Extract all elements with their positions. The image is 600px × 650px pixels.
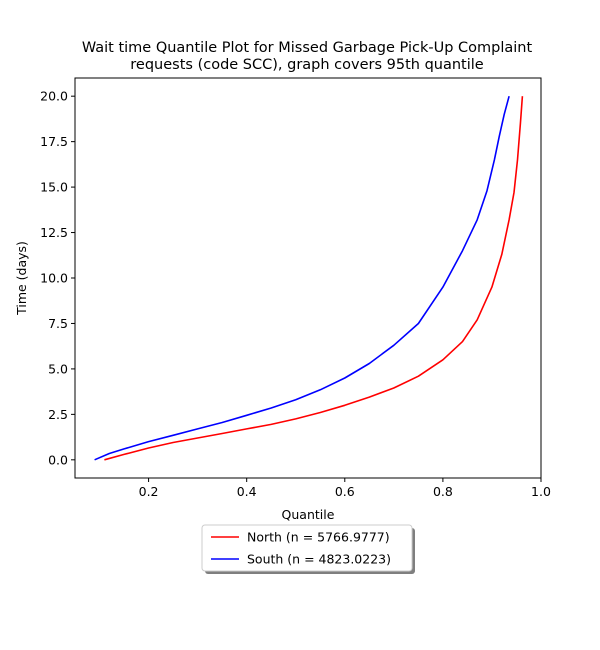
y-axis: 0.0 2.5 5.0 7.5 10.0 12.5 15.0 17.5 20.0 — [40, 89, 75, 467]
y-tick-label: 20.0 — [40, 89, 68, 104]
x-tick-label: 0.8 — [433, 484, 453, 499]
y-axis-label: Time (days) — [14, 241, 29, 316]
legend-label-1: South (n = 4823.0223) — [247, 552, 391, 567]
series-line-0 — [104, 96, 524, 461]
y-tick-label: 5.0 — [48, 361, 68, 376]
legend-label-0: North (n = 5766.9777) — [247, 530, 390, 545]
y-tick-label: 15.0 — [40, 180, 68, 195]
x-tick-label: 1.0 — [531, 484, 551, 499]
x-tick-label: 0.4 — [237, 484, 257, 499]
chart-title: Wait time Quantile Plot for Missed Garba… — [82, 40, 533, 56]
legend: North (n = 5766.9777) South (n = 4823.022… — [201, 524, 415, 574]
x-axis: 0.2 0.4 0.6 0.8 1.0 — [139, 478, 551, 499]
y-tick-label: 2.5 — [48, 407, 68, 422]
chart-subtitle: requests (code SCC), graph covers 95th q… — [130, 57, 484, 73]
y-tick-label: 12.5 — [40, 225, 68, 240]
y-tick-label: 0.0 — [48, 452, 68, 467]
plot-frame — [74, 77, 542, 479]
x-tick-label: 0.2 — [139, 484, 159, 499]
y-tick-label: 17.5 — [40, 134, 68, 149]
legend-box — [201, 524, 413, 572]
x-tick-label: 0.6 — [335, 484, 355, 499]
x-axis-label: Quantile — [282, 507, 335, 522]
series-line-1 — [94, 95, 510, 461]
plot-lines — [94, 95, 524, 461]
y-tick-label: 7.5 — [48, 316, 68, 331]
y-tick-label: 10.0 — [40, 271, 68, 286]
